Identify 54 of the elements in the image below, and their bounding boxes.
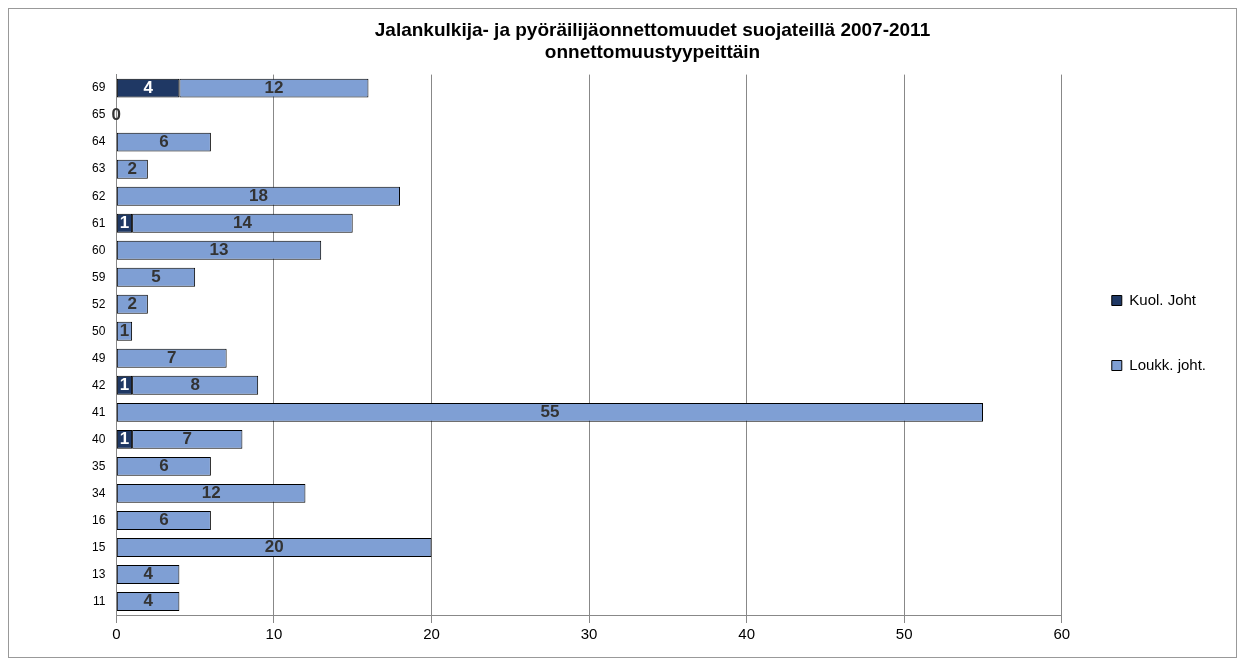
y-tick-label: 16 <box>91 512 106 527</box>
legend-label: Kuol. Joht <box>1129 290 1197 308</box>
legend-label: Loukk. joht. <box>1129 355 1206 373</box>
y-tick-label: 35 <box>91 458 106 473</box>
y-tick-label: 11 <box>92 593 106 608</box>
y-tick-label: 52 <box>91 296 106 311</box>
y-tick-label: 42 <box>91 377 106 392</box>
data-label: 6 <box>159 510 169 530</box>
y-tick-label: 60 <box>91 242 106 257</box>
y-tick-label: 59 <box>91 269 106 284</box>
x-tick-label: 40 <box>738 625 755 643</box>
data-label: 4 <box>143 591 154 611</box>
data-label: 6 <box>159 456 169 476</box>
data-label: 7 <box>182 429 192 449</box>
data-label: 4 <box>143 564 154 584</box>
x-tick-label: 60 <box>1053 625 1071 643</box>
x-tick-label: 10 <box>265 625 283 643</box>
x-tick-label: 20 <box>423 625 440 643</box>
y-tick-label: 34 <box>91 485 106 500</box>
text: onnettomuustyypeittäin <box>544 41 761 63</box>
data-label: 6 <box>159 131 169 151</box>
y-tick-label: 64 <box>91 134 106 149</box>
text: Jalankulkija- ja pyöräilijäonnettomuudet suojateillä 2007-2011 <box>374 18 931 40</box>
data-label: 55 <box>540 402 560 422</box>
data-label: 1 <box>119 320 130 340</box>
data-label: 14 <box>232 212 253 232</box>
data-label: 20 <box>264 537 284 557</box>
y-tick-label: 50 <box>91 323 106 338</box>
data-label: 1 <box>119 429 130 449</box>
y-tick-label: 63 <box>91 161 106 176</box>
y-tick-label: 15 <box>91 539 106 554</box>
y-tick-label: 61 <box>91 215 106 230</box>
data-label: 12 <box>201 483 221 503</box>
y-tick-label: 49 <box>91 350 106 365</box>
data-label: 1 <box>119 212 130 232</box>
x-tick-label: 0 <box>112 625 121 643</box>
x-tick-label: 50 <box>895 625 913 643</box>
y-tick-label: 62 <box>91 188 106 203</box>
data-label: 2 <box>127 293 138 313</box>
y-tick-label: 41 <box>91 404 106 419</box>
y-tick-label: 65 <box>91 107 106 122</box>
x-tick-label: 30 <box>580 625 598 643</box>
data-label: 8 <box>190 375 200 395</box>
data-label: 1 <box>119 375 130 395</box>
y-tick-label: 40 <box>91 431 106 446</box>
y-tick-label: 13 <box>91 566 106 581</box>
data-label: 7 <box>167 348 177 367</box>
y-tick-label: 69 <box>91 80 106 95</box>
data-label: 2 <box>127 158 138 178</box>
data-label: 5 <box>151 266 161 286</box>
data-label: 18 <box>248 185 268 205</box>
data-label: 4 <box>143 77 154 97</box>
data-label: 12 <box>264 77 284 97</box>
data-label: 13 <box>209 239 229 259</box>
